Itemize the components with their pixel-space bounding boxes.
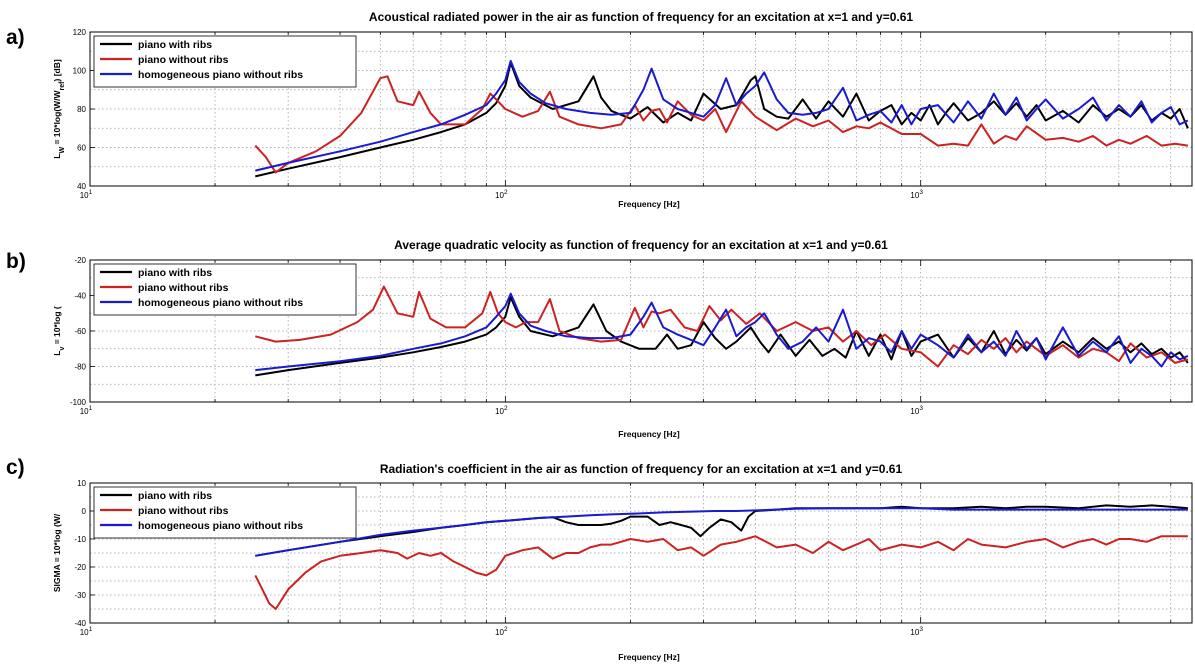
x-tick-label: 103 — [910, 189, 923, 200]
y-tick-label: -20 — [74, 256, 86, 265]
x-tick-exponent: 2 — [504, 189, 508, 196]
y-tick-label: -40 — [74, 619, 86, 628]
panel-letter: c) — [6, 456, 25, 479]
x-tick-label: 101 — [80, 626, 93, 637]
x-tick-exponent: 2 — [504, 405, 508, 412]
legend-label: piano without ribs — [138, 54, 229, 66]
y-tick-label: 0 — [82, 507, 87, 516]
x-tick-exponent: 3 — [919, 626, 923, 633]
panel-b: b) Average quadratic velocity as function… — [6, 238, 1193, 439]
series-line-1 — [255, 296, 1189, 377]
x-tick-exponent: 1 — [89, 189, 93, 196]
y-tick-label: 10 — [77, 479, 86, 488]
series-group — [254, 504, 1188, 610]
panel-letter: b) — [6, 250, 26, 273]
legend-label: homogeneous piano without ribs — [138, 297, 303, 309]
x-tick-base: 10 — [910, 191, 919, 200]
x-tick-exponent: 2 — [504, 626, 508, 633]
legend-label: piano with ribs — [138, 490, 212, 502]
y-tick-label: -10 — [74, 535, 86, 544]
x-tick-base: 10 — [80, 191, 89, 200]
panel-c: c) Radiation's coefficient in the air as … — [6, 456, 1193, 662]
legend-label: homogeneous piano without ribs — [138, 520, 303, 532]
x-tick-label: 103 — [910, 626, 923, 637]
y-tick-label: 80 — [77, 105, 86, 114]
y-tick-label: 60 — [77, 144, 86, 153]
x-axis-label: Frequency [Hz] — [618, 429, 680, 439]
legend-box — [93, 35, 357, 88]
y-tick-label: 120 — [73, 28, 87, 37]
x-tick-base: 10 — [910, 407, 919, 416]
x-tick-base: 10 — [80, 628, 89, 637]
x-tick-exponent: 3 — [919, 189, 923, 196]
x-tick-label: 103 — [910, 405, 923, 416]
x-axis-label: Frequency [Hz] — [618, 199, 680, 209]
series-line-2 — [254, 75, 1189, 174]
legend-label: homogeneous piano without ribs — [138, 69, 303, 81]
legend-label: piano with ribs — [138, 267, 212, 279]
x-tick-label: 101 — [80, 405, 93, 416]
x-axis-label: Frequency [Hz] — [618, 652, 680, 662]
x-tick-base: 10 — [495, 191, 504, 200]
series-line-3 — [255, 292, 1189, 372]
chart-title: Acoustical radiated power in the air as … — [369, 10, 913, 24]
panel-letter: a) — [6, 26, 25, 49]
x-tick-base: 10 — [80, 407, 89, 416]
series-line-2 — [254, 535, 1188, 610]
x-tick-label: 102 — [495, 405, 508, 416]
series-line-3 — [255, 507, 1188, 557]
legend-box — [93, 263, 357, 316]
x-tick-label: 102 — [495, 626, 508, 637]
y-axis-label: Lv = 10*log () [dB] — [52, 306, 66, 356]
legend-label: piano without ribs — [138, 505, 229, 517]
x-tick-base: 10 — [910, 628, 919, 637]
axes-box — [89, 31, 1193, 187]
y-tick-label: 100 — [73, 67, 87, 76]
x-tick-exponent: 1 — [89, 405, 93, 412]
chart-title: Radiation's coefficient in the air as fu… — [380, 462, 903, 476]
legend: piano with ribs piano without ribs homogen… — [93, 486, 357, 539]
chart-title: Average quadratic velocity as function o… — [394, 238, 888, 252]
y-tick-label: -60 — [74, 327, 86, 336]
y-axis-label: SIGMA = 10*log (W//rhoair/c/S) [dB] — [52, 513, 62, 592]
y-tick-label: -80 — [74, 363, 86, 372]
x-tick-exponent: 1 — [89, 626, 93, 633]
legend: piano with ribs piano without ribs homogen… — [93, 263, 357, 316]
y-axis-label: LW = 10*log(W/Wref) [dB] — [52, 59, 66, 159]
x-tick-base: 10 — [495, 628, 504, 637]
x-tick-label: 102 — [495, 189, 508, 200]
panel-a: a) Acoustical radiated power in the air a… — [6, 10, 1193, 209]
y-tick-label: -40 — [74, 292, 86, 301]
y-tick-label: -100 — [70, 398, 87, 407]
series-group — [255, 285, 1189, 377]
legend-box — [93, 486, 357, 539]
series-line-3 — [255, 59, 1189, 172]
y-tick-label: -20 — [74, 563, 86, 572]
axes-box — [89, 482, 1193, 624]
legend: piano with ribs piano without ribs homogen… — [93, 35, 357, 88]
series-group — [254, 59, 1189, 178]
x-tick-label: 101 — [80, 189, 93, 200]
y-tick-label: -30 — [74, 591, 86, 600]
y-tick-label: 40 — [77, 182, 86, 191]
legend-label: piano without ribs — [138, 282, 229, 294]
x-tick-exponent: 3 — [919, 405, 923, 412]
legend-label: piano with ribs — [138, 39, 212, 51]
axes-box — [89, 259, 1193, 403]
x-tick-base: 10 — [495, 407, 504, 416]
